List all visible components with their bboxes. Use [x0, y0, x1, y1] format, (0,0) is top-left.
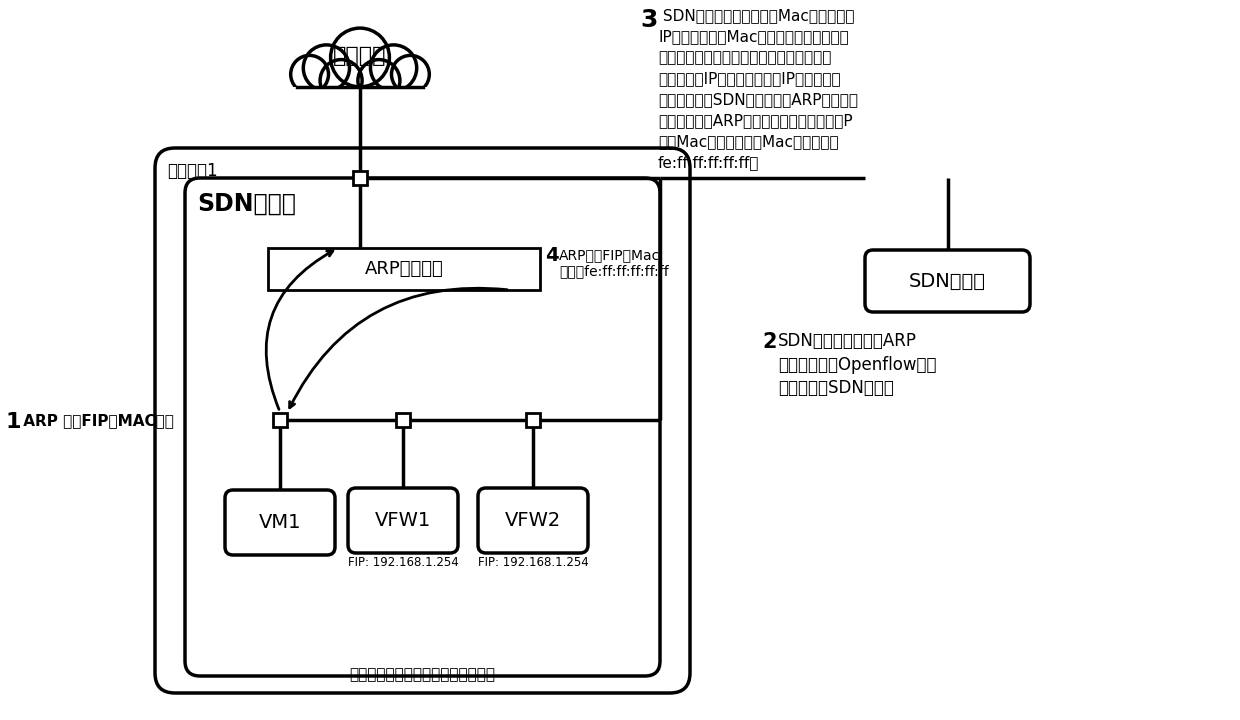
- Text: VFW1: VFW1: [374, 511, 432, 530]
- Bar: [268, 248, 539, 290]
- FancyBboxPatch shape: [155, 148, 689, 693]
- Circle shape: [331, 28, 389, 87]
- Bar: [353, 171, 367, 185]
- Bar: [273, 413, 286, 427]
- Text: 1: 1: [5, 412, 21, 432]
- FancyBboxPatch shape: [224, 490, 335, 555]
- Text: ARP 请求FIP的MAC地址: ARP 请求FIP的MAC地址: [19, 413, 174, 428]
- FancyBboxPatch shape: [348, 488, 458, 553]
- Text: VM1: VM1: [259, 513, 301, 532]
- Circle shape: [320, 60, 362, 102]
- Bar: [396, 413, 410, 427]
- FancyBboxPatch shape: [477, 488, 588, 553]
- FancyBboxPatch shape: [185, 178, 660, 676]
- Circle shape: [392, 55, 429, 93]
- Text: 3: 3: [640, 8, 657, 32]
- Bar: [526, 413, 539, 427]
- Text: FIP: 192.168.1.254: FIP: 192.168.1.254: [477, 556, 588, 569]
- Text: SDN控制器: SDN控制器: [909, 271, 986, 290]
- Circle shape: [358, 60, 399, 102]
- Circle shape: [290, 55, 329, 93]
- Bar: [289, 87, 432, 108]
- Circle shape: [371, 45, 417, 91]
- Text: 防火墙集群所有节点的配置保持一致: 防火墙集群所有节点的配置保持一致: [350, 667, 496, 683]
- Text: VFW2: VFW2: [505, 511, 562, 530]
- Circle shape: [304, 45, 350, 91]
- Text: ARP响应流表: ARP响应流表: [365, 260, 444, 278]
- Text: SDN交换机: SDN交换机: [197, 192, 296, 216]
- Text: FIP: 192.168.1.254: FIP: 192.168.1.254: [347, 556, 459, 569]
- Text: SDN控制器提取报文的源Mac地址，目标
IP地址，根据源Mac地址获取云主机的内部
网络信息，根据云主机的内部网络信息获取
防火墙集群IP地址。如果目标IP地: SDN控制器提取报文的源Mac地址，目标 IP地址，根据源Mac地址获取云主机的…: [658, 8, 858, 170]
- Text: ARP回复FIP的Mac
地址为fe:ff:ff:ff:ff:ff: ARP回复FIP的Mac 地址为fe:ff:ff:ff:ff:ff: [559, 248, 668, 278]
- Text: SDN交换机将云主机ARP
寻址报文通过Openflow协议
封装发送至SDN控制器: SDN交换机将云主机ARP 寻址报文通过Openflow协议 封装发送至SDN控…: [777, 332, 936, 397]
- Text: 2: 2: [763, 332, 776, 352]
- Text: 计算节点1: 计算节点1: [167, 162, 218, 180]
- Text: 外部网络: 外部网络: [334, 46, 387, 66]
- Text: 4: 4: [546, 246, 559, 265]
- FancyBboxPatch shape: [866, 250, 1030, 312]
